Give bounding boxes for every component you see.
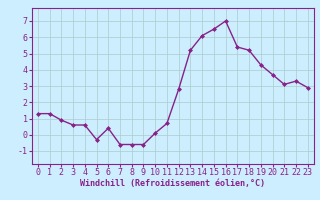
X-axis label: Windchill (Refroidissement éolien,°C): Windchill (Refroidissement éolien,°C) (80, 179, 265, 188)
